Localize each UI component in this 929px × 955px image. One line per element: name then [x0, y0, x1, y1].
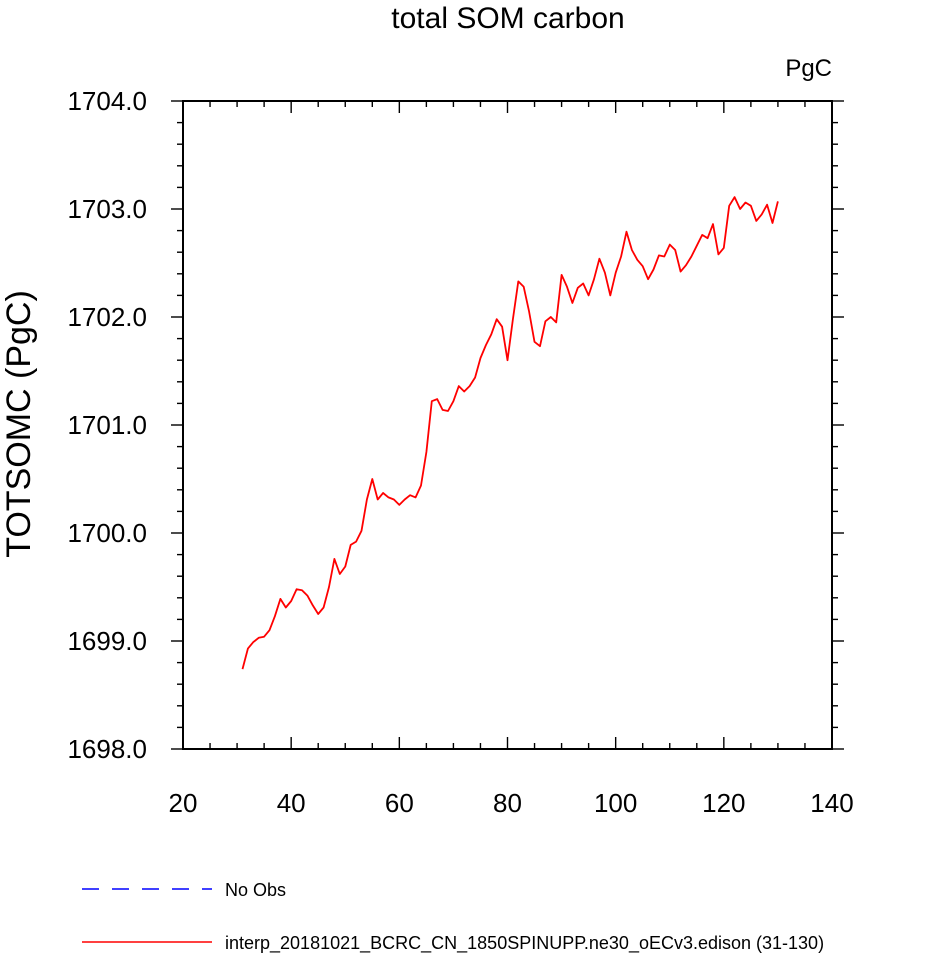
units-label: PgC [785, 55, 832, 82]
series-layer [241, 196, 779, 670]
y-tick-label: 1703.0 [67, 194, 147, 224]
x-tick-label: 60 [385, 788, 414, 818]
legend: No Obs interp_20181021_BCRC_CN_1850SPINU… [82, 880, 824, 954]
y-tick-label: 1704.0 [67, 86, 147, 116]
x-tick-label: 80 [493, 788, 522, 818]
y-tick-label: 1698.0 [67, 734, 147, 764]
plot-frame [182, 100, 833, 750]
y-axis-label: TOTSOMC (PgC) [0, 290, 38, 558]
x-tick-label: 100 [594, 788, 637, 818]
legend-label-no-obs: No Obs [225, 880, 286, 900]
y-tick-label: 1701.0 [67, 410, 147, 440]
x-tick-label: 140 [810, 788, 853, 818]
y-tick-label: 1699.0 [67, 626, 147, 656]
chart-title: total SOM carbon [391, 2, 624, 35]
legend-label-model-run: interp_20181021_BCRC_CN_1850SPINUPP.ne30… [225, 933, 824, 954]
y-tick-label: 1700.0 [67, 518, 147, 548]
x-tick-label: 40 [277, 788, 306, 818]
y-tick-label: 1702.0 [67, 302, 147, 332]
series-line-0 [241, 196, 779, 670]
axis-tick-labels: 20 40 60 80 100 120 140 1698.0 1699.0 1700.0 1701.… [67, 86, 853, 818]
x-tick-label: 120 [702, 788, 745, 818]
axis-ticks [171, 100, 844, 750]
x-tick-label: 20 [169, 788, 198, 818]
